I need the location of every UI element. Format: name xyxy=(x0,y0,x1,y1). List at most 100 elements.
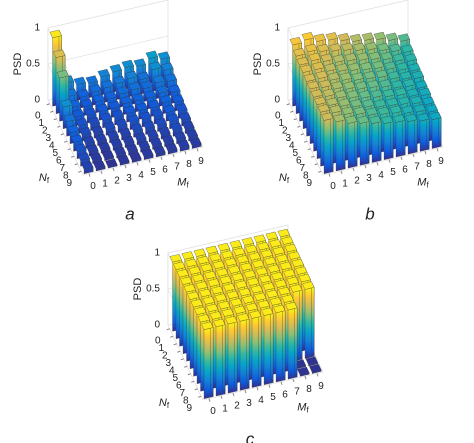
bar-top xyxy=(157,51,170,60)
y-tick xyxy=(53,118,57,121)
y-tick-label: 5 xyxy=(172,373,178,384)
bar-top xyxy=(399,71,412,80)
bar-top xyxy=(237,313,250,322)
bar-top xyxy=(60,99,73,108)
y-tick-label: 3 xyxy=(285,133,291,144)
x-tick-label: 0 xyxy=(210,406,216,417)
y-tick-label: 3 xyxy=(45,133,51,144)
bar-top xyxy=(105,158,118,167)
bar-top xyxy=(135,102,148,111)
x-tick xyxy=(424,151,427,155)
bar xyxy=(369,115,382,163)
bar xyxy=(153,146,166,158)
bar-top xyxy=(101,150,114,159)
bar xyxy=(309,364,322,374)
bar-top xyxy=(161,62,174,71)
y-tick xyxy=(71,155,75,158)
bar-top xyxy=(183,284,196,293)
bar-top xyxy=(329,43,342,52)
bar-top xyxy=(293,48,306,57)
bar-top xyxy=(101,80,114,89)
bar-top xyxy=(373,31,386,41)
bar-side xyxy=(311,281,315,357)
y-tick xyxy=(191,380,195,383)
bar-top xyxy=(158,126,171,136)
bar-top xyxy=(255,267,268,276)
y-axis-label-main: N xyxy=(39,172,47,184)
bar-top xyxy=(317,44,330,53)
bar-side xyxy=(354,115,358,167)
bar-top xyxy=(289,37,302,46)
bar-top xyxy=(355,81,368,90)
bar-top xyxy=(231,272,244,282)
y-axis-label-sub: f xyxy=(47,176,50,185)
x-tick xyxy=(244,390,247,394)
y-tick-label: 7 xyxy=(59,163,65,174)
y-axis-label: Nf xyxy=(279,172,290,185)
bar-top xyxy=(257,300,270,309)
y-tick xyxy=(304,140,308,143)
y-axis-label: Nf xyxy=(159,397,170,410)
x-tick-label: 2 xyxy=(354,176,360,187)
x-axis-label: Mf xyxy=(297,402,309,415)
y-tick xyxy=(180,358,184,361)
bar-top xyxy=(133,58,146,67)
bar-top xyxy=(120,95,133,105)
bar-top xyxy=(70,134,83,143)
bar-top xyxy=(273,304,286,314)
bar xyxy=(249,310,262,388)
bar xyxy=(106,130,119,144)
bar-top xyxy=(182,121,195,130)
bar-top xyxy=(163,104,176,113)
x-tick xyxy=(100,170,103,174)
bar-top xyxy=(206,303,219,313)
y-tick xyxy=(177,350,181,353)
bar-top xyxy=(113,75,126,85)
bar-top xyxy=(363,71,376,80)
bar-top xyxy=(381,115,394,124)
y-tick xyxy=(293,118,297,121)
bar-top xyxy=(429,111,442,120)
bar-top xyxy=(276,254,289,263)
bar-top xyxy=(380,51,393,61)
y-tick-label: 6 xyxy=(296,155,302,166)
bar-top xyxy=(418,87,431,96)
bar-top xyxy=(401,105,414,114)
x-tick-label: 4 xyxy=(378,170,384,181)
bar xyxy=(89,152,102,164)
x-tick-label: 5 xyxy=(390,167,396,178)
bar xyxy=(213,318,226,397)
bar-top xyxy=(341,106,354,115)
bar-top xyxy=(221,250,234,259)
bar-top xyxy=(154,117,167,127)
x-tick-label: 0 xyxy=(90,181,96,192)
bar-top xyxy=(141,148,154,158)
x-tick xyxy=(292,378,295,383)
bar-top xyxy=(202,296,215,305)
bar-top xyxy=(322,88,335,97)
x-tick xyxy=(184,151,187,155)
bar-top xyxy=(123,105,136,114)
bar-top xyxy=(343,81,356,90)
x-tick xyxy=(412,153,415,158)
bar-top xyxy=(346,90,359,99)
bar-top xyxy=(190,299,203,308)
bar-side xyxy=(246,313,250,389)
bar-side xyxy=(222,318,226,394)
bar-top xyxy=(221,308,234,317)
bar xyxy=(87,116,100,131)
bar-top xyxy=(312,61,325,70)
bar-top xyxy=(329,105,342,114)
y-tick-label: 8 xyxy=(63,170,69,181)
x-tick-label: 9 xyxy=(438,156,444,167)
bar-top xyxy=(386,97,399,107)
x-tick-label: 1 xyxy=(342,178,348,189)
y-tick xyxy=(297,125,301,128)
x-tick xyxy=(112,167,115,172)
x-tick-label: 8 xyxy=(186,159,192,170)
bar-top xyxy=(127,114,140,123)
y-tick xyxy=(50,110,54,113)
